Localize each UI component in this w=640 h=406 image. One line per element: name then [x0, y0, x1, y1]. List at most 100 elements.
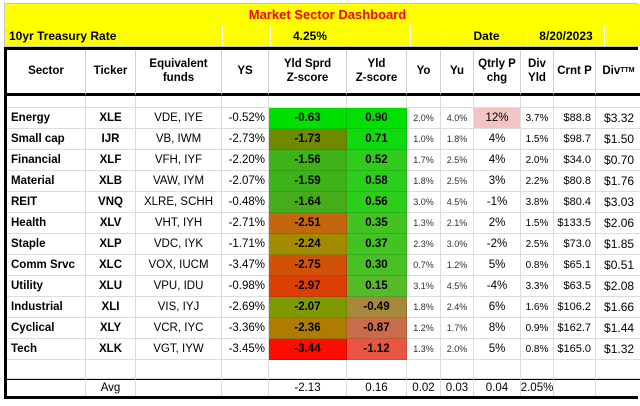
yld-sprd-zscore-cell[interactable]: -1.56 [269, 150, 347, 171]
blank-cell[interactable] [554, 360, 596, 379]
div-yld-cell[interactable]: 3.3% [521, 276, 554, 297]
spacer-cell[interactable] [86, 96, 136, 108]
div-yld-cell[interactable]: 1.5% [521, 213, 554, 234]
ticker-cell[interactable]: XLB [86, 171, 136, 192]
sector-cell[interactable]: Material [7, 171, 86, 192]
crnt-p-cell[interactable]: $106.2 [554, 297, 596, 318]
banner-empty-cell[interactable] [605, 26, 640, 46]
ys-cell[interactable]: -2.07% [222, 171, 269, 192]
yld-zscore-cell[interactable]: -1.12 [347, 339, 407, 360]
ticker-cell[interactable]: XLE [86, 108, 136, 129]
sector-cell[interactable]: Tech [7, 339, 86, 360]
div-ttm-cell[interactable]: $3.03 [596, 192, 640, 213]
banner-empty-cell[interactable] [411, 26, 445, 46]
sector-cell[interactable]: Health [7, 213, 86, 234]
col-header-yo[interactable]: Yo [407, 50, 441, 96]
blank-cell[interactable] [521, 360, 554, 379]
div-yld-cell[interactable]: 1.5% [521, 129, 554, 150]
yld-zscore-cell[interactable]: 0.52 [347, 150, 407, 171]
yu-cell[interactable]: 1.2% [441, 255, 474, 276]
yu-cell[interactable]: 4.5% [441, 192, 474, 213]
avg-empty-cell[interactable] [554, 379, 596, 396]
ticker-cell[interactable]: XLC [86, 255, 136, 276]
avg-empty-cell[interactable] [222, 379, 269, 396]
spacer-cell[interactable] [596, 96, 640, 108]
treasury-rate-label[interactable]: 10yr Treasury Rate [5, 26, 222, 46]
ticker-cell[interactable]: IJR [86, 129, 136, 150]
avg-yo[interactable]: 0.02 [407, 379, 441, 396]
div-yld-cell[interactable]: 3.7% [521, 108, 554, 129]
div-yld-cell[interactable]: 0.8% [521, 255, 554, 276]
col-header-equivalent-funds[interactable]: Equivalent funds [136, 50, 222, 96]
yu-cell[interactable]: 1.7% [441, 318, 474, 339]
qtrly-p-chg-cell[interactable]: -1% [474, 192, 521, 213]
qtrly-p-chg-cell[interactable]: 4% [474, 150, 521, 171]
div-yld-cell[interactable]: 0.8% [521, 339, 554, 360]
ticker-cell[interactable]: XLK [86, 339, 136, 360]
blank-cell[interactable] [222, 360, 269, 379]
crnt-p-cell[interactable]: $34.0 [554, 150, 596, 171]
qtrly-p-chg-cell[interactable]: 6% [474, 297, 521, 318]
crnt-p-cell[interactable]: $63.5 [554, 276, 596, 297]
ticker-cell[interactable]: XLF [86, 150, 136, 171]
div-ttm-cell[interactable]: $0.70 [596, 150, 640, 171]
yo-cell[interactable]: 1.7% [407, 150, 441, 171]
yu-cell[interactable]: 4.5% [441, 276, 474, 297]
col-header-div-ttm[interactable]: Div TTM [596, 50, 640, 96]
crnt-p-cell[interactable]: $165.0 [554, 339, 596, 360]
ys-cell[interactable]: -2.69% [222, 297, 269, 318]
equivalent-funds-cell[interactable]: VAW, IYM [136, 171, 222, 192]
yo-cell[interactable]: 1.8% [407, 171, 441, 192]
avg-yu[interactable]: 0.03 [441, 379, 474, 396]
equivalent-funds-cell[interactable]: VFH, IYF [136, 150, 222, 171]
qtrly-p-chg-cell[interactable]: 8% [474, 318, 521, 339]
sector-cell[interactable]: Comm Srvc [7, 255, 86, 276]
div-ttm-cell[interactable]: $1.66 [596, 297, 640, 318]
div-yld-cell[interactable]: 2.2% [521, 171, 554, 192]
qtrly-p-chg-cell[interactable]: 12% [474, 108, 521, 129]
yu-cell[interactable]: 2.4% [441, 297, 474, 318]
equivalent-funds-cell[interactable]: VCR, IYC [136, 318, 222, 339]
yld-sprd-zscore-cell[interactable]: -1.59 [269, 171, 347, 192]
ys-cell[interactable]: -3.36% [222, 318, 269, 339]
qtrly-p-chg-cell[interactable]: 5% [474, 255, 521, 276]
div-ttm-cell[interactable]: $3.32 [596, 108, 640, 129]
col-header-sector[interactable]: Sector [7, 50, 86, 96]
sector-cell[interactable]: Cyclical [7, 318, 86, 339]
qtrly-p-chg-cell[interactable]: 4% [474, 129, 521, 150]
qtrly-p-chg-cell[interactable]: 5% [474, 339, 521, 360]
div-yld-cell[interactable]: 0.9% [521, 318, 554, 339]
qtrly-p-chg-cell[interactable]: -2% [474, 234, 521, 255]
avg-empty-cell[interactable] [7, 379, 86, 396]
blank-cell[interactable] [7, 360, 86, 379]
yld-sprd-zscore-cell[interactable]: -1.64 [269, 192, 347, 213]
yld-sprd-zscore-cell[interactable]: -3.44 [269, 339, 347, 360]
yld-sprd-zscore-cell[interactable]: -2.97 [269, 276, 347, 297]
yo-cell[interactable]: 1.2% [407, 318, 441, 339]
div-ttm-cell[interactable]: $1.50 [596, 129, 640, 150]
ys-cell[interactable]: -0.98% [222, 276, 269, 297]
page-title[interactable]: Market Sector Dashboard [5, 4, 640, 25]
yld-sprd-zscore-cell[interactable]: -1.73 [269, 129, 347, 150]
div-ttm-cell[interactable]: $1.76 [596, 171, 640, 192]
qtrly-p-chg-cell[interactable]: -4% [474, 276, 521, 297]
qtrly-p-chg-cell[interactable]: 2% [474, 213, 521, 234]
col-header-div-yld[interactable]: Div Yld [521, 50, 554, 96]
yo-cell[interactable]: 0.7% [407, 255, 441, 276]
sector-cell[interactable]: REIT [7, 192, 86, 213]
yo-cell[interactable]: 1.3% [407, 213, 441, 234]
spacer-cell[interactable] [136, 96, 222, 108]
date-label[interactable]: Date [446, 26, 527, 46]
crnt-p-cell[interactable]: $73.0 [554, 234, 596, 255]
spacer-cell[interactable] [269, 96, 347, 108]
div-yld-cell[interactable]: 2.5% [521, 234, 554, 255]
ticker-cell[interactable]: XLV [86, 213, 136, 234]
spacer-cell[interactable] [474, 96, 521, 108]
yo-cell[interactable]: 2.0% [407, 108, 441, 129]
yo-cell[interactable]: 2.3% [407, 234, 441, 255]
yld-zscore-cell[interactable]: 0.58 [347, 171, 407, 192]
yld-sprd-zscore-cell[interactable]: -2.07 [269, 297, 347, 318]
yld-zscore-cell[interactable]: 0.71 [347, 129, 407, 150]
ticker-cell[interactable]: XLY [86, 318, 136, 339]
div-ttm-cell[interactable]: $1.32 [596, 339, 640, 360]
